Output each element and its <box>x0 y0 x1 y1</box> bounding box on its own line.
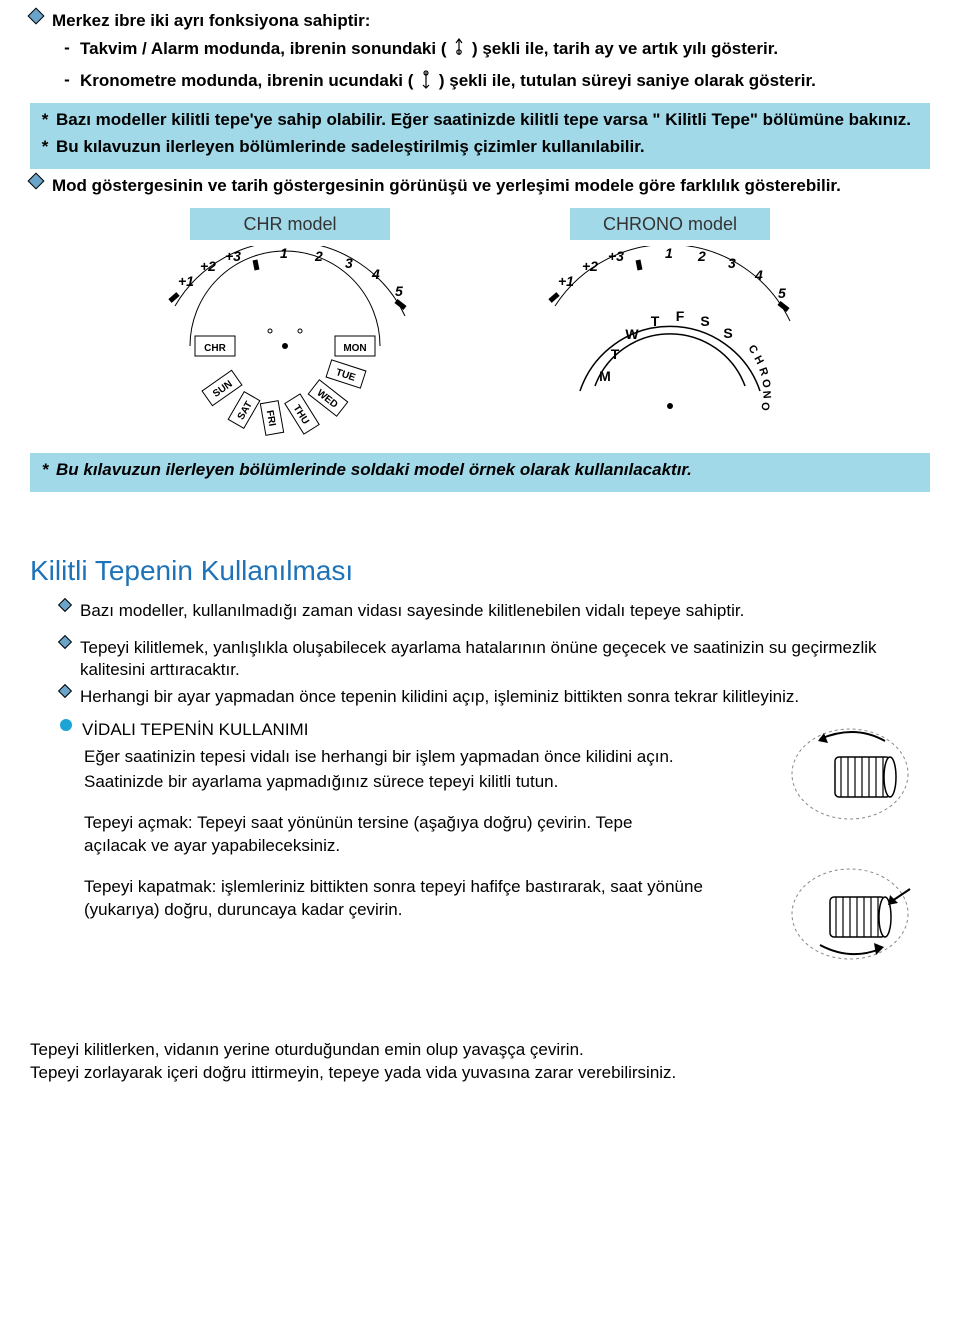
diamond-bullet-icon <box>58 634 72 648</box>
chrono-dial-diagram: +1+2+3 123 45 M T W T F S S C <box>540 246 800 436</box>
svg-text:R: R <box>756 366 770 378</box>
dash-bullet: - <box>60 69 74 92</box>
svg-text:5: 5 <box>778 285 786 301</box>
crown-bottom-1: Tepeyi kilitlerken, vidanın yerine oturd… <box>30 1039 930 1062</box>
circle-bullet-icon <box>60 719 72 731</box>
svg-text:+1: +1 <box>558 273 574 289</box>
asterisk-bullet: * <box>38 109 52 132</box>
svg-text:+2: +2 <box>200 258 216 274</box>
asterisk-bullet: * <box>38 459 52 482</box>
diamond-bullet-icon <box>28 172 45 189</box>
svg-text:2: 2 <box>697 248 706 264</box>
intro-sub-2: Kronometre modunda, ibrenin ucundaki ( )… <box>80 69 816 93</box>
diamond-bullet-icon <box>28 8 45 25</box>
note-band-1-line-2: Bu kılavuzun ilerleyen bölümlerinde sade… <box>56 136 645 159</box>
svg-text:T: T <box>651 313 660 329</box>
diamond-bullet-icon <box>58 598 72 612</box>
hand-tail-icon <box>451 37 467 57</box>
svg-text:+3: +3 <box>608 248 624 264</box>
svg-text:C: C <box>746 343 760 356</box>
svg-text:CHR: CHR <box>204 343 226 354</box>
intro-line-1: Merkez ibre iki ayrı fonksiyona sahiptir… <box>52 10 370 33</box>
svg-text:+1: +1 <box>178 273 194 289</box>
asterisk-bullet: * <box>38 136 52 159</box>
svg-text:M: M <box>599 368 611 384</box>
crown-sub-p1: Eğer saatinizin tepesi vidalı ise herhan… <box>84 746 730 769</box>
svg-text:5: 5 <box>395 283 403 299</box>
chrono-model-label: CHRONO model <box>570 208 770 240</box>
crown-open-icon <box>780 719 930 829</box>
svg-text:4: 4 <box>371 266 380 282</box>
diamond-bullet-icon <box>58 684 72 698</box>
crown-p3: Herhangi bir ayar yapmadan önce tepenin … <box>80 686 799 709</box>
hand-tip-icon <box>418 69 434 89</box>
svg-text:S: S <box>723 325 732 341</box>
svg-text:1: 1 <box>665 246 673 261</box>
svg-text:4: 4 <box>754 267 763 283</box>
crown-section-heading: Kilitli Tepenin Kullanılması <box>30 552 930 590</box>
svg-text:1: 1 <box>280 246 288 261</box>
intro-sub-1: Takvim / Alarm modunda, ibrenin sonundak… <box>80 37 778 61</box>
dash-bullet: - <box>60 37 74 60</box>
crown-p1: Bazı modeller, kullanılmadığı zaman vida… <box>80 600 744 623</box>
crown-close-icon <box>780 859 930 969</box>
crown-open-text: Tepeyi açmak: Tepeyi saat yönünün tersin… <box>84 812 644 858</box>
model-diff-note: Mod göstergesinin ve tarih göstergesinin… <box>52 175 841 198</box>
crown-close-text: Tepeyi kapatmak: işlemleriniz bittikten … <box>84 876 730 922</box>
svg-text:F: F <box>676 308 685 324</box>
model-comparison: CHR model +1+2+3 123 45 CHR MON TUE WED … <box>30 208 930 443</box>
chr-model-label: CHR model <box>190 208 390 240</box>
svg-text:N: N <box>760 390 773 399</box>
svg-text:S: S <box>700 313 709 329</box>
note-band-1: * Bazı modeller kilitli tepe'ye sahip ol… <box>30 103 930 169</box>
crown-p2: Tepeyi kilitlemek, yanlışlıkla oluşabile… <box>80 637 930 683</box>
chr-dial-diagram: +1+2+3 123 45 CHR MON TUE WED THU FRI SA… <box>160 246 420 436</box>
note-band-2: * Bu kılavuzun ilerleyen bölümlerinde so… <box>30 453 930 492</box>
svg-text:H: H <box>751 354 765 367</box>
svg-text:O: O <box>759 378 773 389</box>
note-band-1-line-1: Bazı modeller kilitli tepe'ye sahip olab… <box>56 109 911 132</box>
svg-text:O: O <box>759 402 771 411</box>
svg-text:W: W <box>625 326 639 342</box>
screw-crown-subheading: VİDALI TEPENİN KULLANIMI <box>82 719 308 742</box>
crown-illustrations <box>780 719 930 999</box>
svg-text:MON: MON <box>343 343 366 354</box>
note-band-2-text: Bu kılavuzun ilerleyen bölümlerinde sold… <box>56 459 692 482</box>
svg-text:3: 3 <box>728 255 736 271</box>
crown-bottom-2: Tepeyi zorlayarak içeri doğru ittirmeyin… <box>30 1062 930 1085</box>
crown-sub-p2: Saatinizde bir ayarlama yapmadığınız sür… <box>84 771 730 794</box>
svg-text:T: T <box>611 346 620 362</box>
